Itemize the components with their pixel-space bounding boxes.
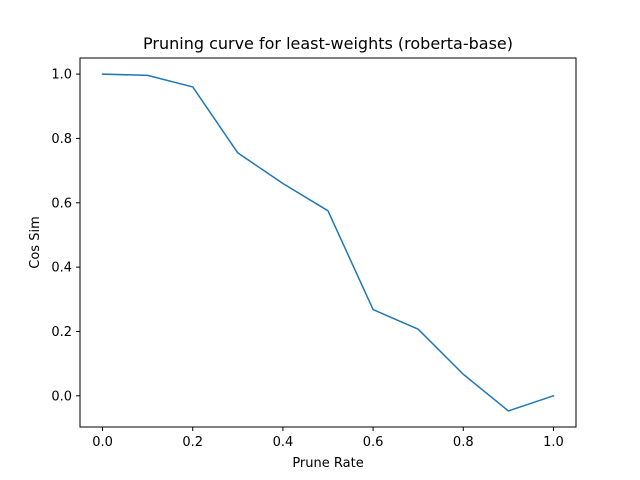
x-tick-label: 0.2 <box>182 435 203 450</box>
x-axis: 0.0 0.2 0.4 0.6 0.8 1.0 <box>92 427 564 450</box>
y-tick-label: 0.8 <box>51 132 72 147</box>
x-tick-label: 0.0 <box>92 435 113 450</box>
y-tick-label: 1.0 <box>51 68 72 83</box>
y-axis: 0.0 0.2 0.4 0.6 0.8 1.0 <box>51 68 80 404</box>
x-tick-label: 0.4 <box>273 435 294 450</box>
y-tick-label: 0.0 <box>51 389 72 404</box>
y-axis-label: Cos Sim <box>28 216 43 268</box>
x-axis-label: Prune Rate <box>292 456 363 471</box>
chart-title: Pruning curve for least-weights (roberta… <box>143 34 513 53</box>
axes-frame <box>79 57 577 428</box>
y-tick-label: 0.4 <box>51 261 72 276</box>
y-tick-label: 0.6 <box>51 196 72 211</box>
x-tick-label: 0.8 <box>453 435 474 450</box>
plot-area <box>101 73 555 412</box>
x-tick-label: 0.6 <box>363 435 384 450</box>
x-tick-label: 1.0 <box>543 435 564 450</box>
series-line <box>101 73 555 412</box>
y-tick-label: 0.2 <box>51 325 72 340</box>
